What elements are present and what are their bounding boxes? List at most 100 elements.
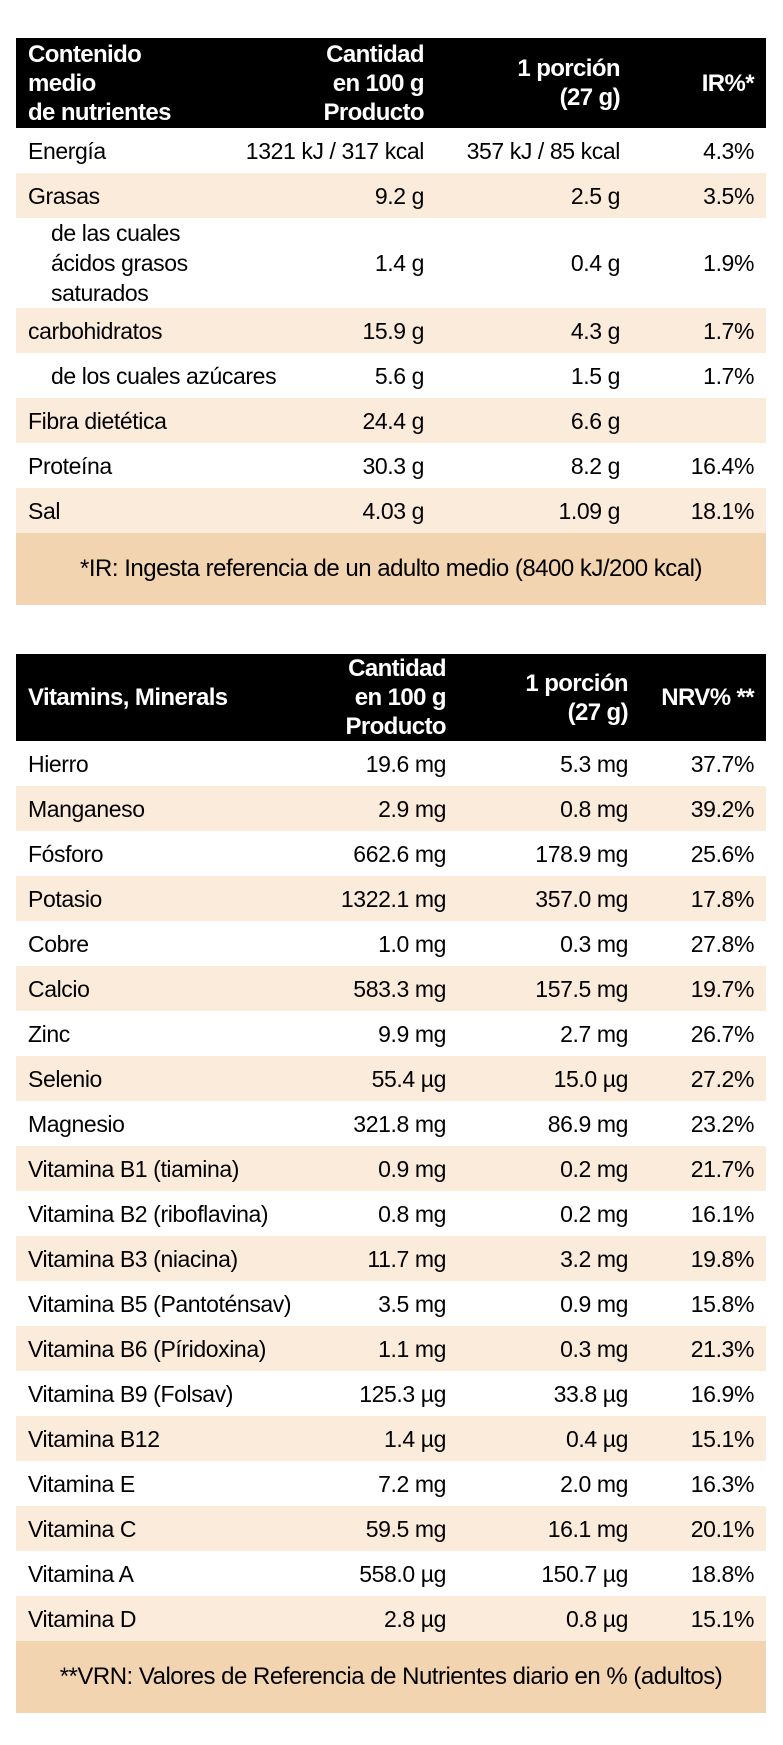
value-per-100g: 4.03 g bbox=[216, 488, 436, 533]
row-label: Energía bbox=[28, 137, 106, 164]
value-per-100g: 15.9 g bbox=[216, 308, 436, 353]
value-per-100g: 0.8 mg bbox=[378, 1200, 446, 1227]
value-portion: 0.8 mg bbox=[458, 786, 640, 831]
value-per-100g: 1321 kJ / 317 kcal bbox=[245, 137, 425, 164]
value-percent: 16.1% bbox=[690, 1200, 755, 1227]
table-row: Vitamina B12 1.4 µg 0.4 µg 15.1% bbox=[16, 1416, 766, 1461]
value-per-100g: 2.9 mg bbox=[248, 786, 458, 831]
footnote-row: *IR: Ingesta referencia de un adulto med… bbox=[16, 533, 766, 605]
value-percent: 20.1% bbox=[640, 1506, 766, 1551]
value-portion: 357.0 mg bbox=[458, 876, 640, 921]
value-per-100g: 1.4 µg bbox=[248, 1416, 458, 1461]
value-percent: 21.3% bbox=[640, 1326, 766, 1371]
vrn-footnote: **VRN: Valores de Referencia de Nutrient… bbox=[16, 1641, 766, 1713]
header-vitamins-minerals: Vitamins, Minerals bbox=[16, 654, 248, 741]
row-label: Proteína bbox=[28, 452, 112, 479]
value-percent: 16.3% bbox=[690, 1470, 755, 1497]
value-portion: 0.2 mg bbox=[560, 1200, 628, 1227]
value-percent: 1.9% bbox=[703, 250, 754, 276]
vitamins-header-row: Vitamins, Minerals Cantidad en 100 g Pro… bbox=[16, 654, 766, 741]
value-portion: 357 kJ / 85 kcal bbox=[466, 137, 621, 164]
row-label: Magnesio bbox=[28, 1110, 125, 1137]
value-portion: 3.2 mg bbox=[458, 1236, 640, 1281]
value-percent: 26.7% bbox=[690, 1020, 755, 1047]
header-per-100g: Cantidad en 100 g Producto bbox=[248, 654, 458, 741]
header-ir-percent: IR%* bbox=[632, 38, 766, 128]
value-per-100g: 59.5 mg bbox=[248, 1506, 458, 1551]
table-row: Vitamina D 2.8 µg 0.8 µg 15.1% bbox=[16, 1596, 766, 1641]
value-portion: 4.3 g bbox=[436, 308, 632, 353]
row-label: Fibra dietética bbox=[16, 398, 216, 443]
table-row: Proteína 30.3 g 8.2 g 16.4% bbox=[16, 443, 766, 488]
row-label: Selenio bbox=[16, 1056, 248, 1101]
value-percent: 18.1% bbox=[632, 488, 766, 533]
value-percent: 25.6% bbox=[690, 840, 755, 867]
table-row: de las cuales ácidos grasos saturados 1.… bbox=[16, 218, 766, 308]
row-label: Vitamina C bbox=[16, 1506, 248, 1551]
row-label: Vitamina B1 (tiamina) bbox=[16, 1146, 248, 1191]
table-row: Vitamina B5 (Pantoténsav) 3.5 mg 0.9 mg 15.… bbox=[16, 1281, 766, 1326]
value-portion: 0.4 µg bbox=[458, 1416, 640, 1461]
header-portion: 1 porción (27 g) bbox=[458, 654, 640, 741]
value-per-100g: 662.6 mg bbox=[353, 840, 446, 867]
value-portion: 1.5 g bbox=[570, 362, 621, 389]
row-label: Vitamina B6 (Píridoxina) bbox=[16, 1326, 266, 1371]
table-row: Sal 4.03 g 1.09 g 18.1% bbox=[16, 488, 766, 533]
row-label: de los cuales azúcares bbox=[51, 362, 277, 389]
table-row: Vitamina B9 (Folsav) 125.3 µg 33.8 µg 16.9% bbox=[16, 1371, 766, 1416]
value-percent: 1.7% bbox=[632, 308, 766, 353]
value-percent: 23.2% bbox=[690, 1110, 755, 1137]
value-percent: 15.8% bbox=[690, 1290, 755, 1317]
value-per-100g: 1.0 mg bbox=[378, 930, 446, 957]
value-per-100g: 1.1 mg bbox=[248, 1326, 458, 1371]
value-percent: 27.2% bbox=[640, 1056, 766, 1101]
value-percent: 37.7% bbox=[690, 750, 755, 777]
value-per-100g: 9.9 mg bbox=[378, 1020, 446, 1047]
value-per-100g: 9.2 g bbox=[216, 173, 436, 218]
value-portion: 178.9 mg bbox=[535, 840, 628, 867]
row-label: Grasas bbox=[16, 173, 216, 218]
value-per-100g: 321.8 mg bbox=[353, 1110, 446, 1137]
value-portion: 5.3 mg bbox=[560, 750, 628, 777]
value-per-100g: 30.3 g bbox=[362, 452, 424, 479]
table-row: Fósforo 662.6 mg 178.9 mg 25.6% bbox=[16, 831, 766, 876]
value-portion: 6.6 g bbox=[436, 398, 632, 443]
table-row: Cobre 1.0 mg 0.3 mg 27.8% bbox=[16, 921, 766, 966]
value-portion: 157.5 mg bbox=[458, 966, 640, 1011]
value-portion: 15.0 µg bbox=[458, 1056, 640, 1101]
value-percent: 19.8% bbox=[640, 1236, 766, 1281]
value-portion: 0.3 mg bbox=[560, 930, 628, 957]
row-label: Calcio bbox=[16, 966, 248, 1011]
row-label: Vitamina D bbox=[16, 1596, 248, 1641]
row-label: Vitamina A bbox=[28, 1560, 134, 1587]
value-portion: 16.1 mg bbox=[458, 1506, 640, 1551]
value-portion: 0.9 mg bbox=[560, 1290, 628, 1317]
value-percent: 15.1% bbox=[640, 1596, 766, 1641]
row-label: Vitamina B12 bbox=[16, 1416, 248, 1461]
value-percent bbox=[632, 398, 766, 443]
value-per-100g: 1322.1 mg bbox=[248, 876, 458, 921]
value-per-100g: 11.7 mg bbox=[248, 1236, 458, 1281]
table-row: Fibra dietética 24.4 g 6.6 g bbox=[16, 398, 766, 443]
header-per-100g: Cantidad en 100 g Producto bbox=[216, 38, 436, 128]
table-row: Vitamina B6 (Píridoxina) 1.1 mg 0.3 mg 21.3… bbox=[16, 1326, 766, 1371]
table-row: Vitamina E 7.2 mg 2.0 mg 16.3% bbox=[16, 1461, 766, 1506]
table-row: Vitamina B3 (niacina) 11.7 mg 3.2 mg 19.8% bbox=[16, 1236, 766, 1281]
table-row: de los cuales azúcares 5.6 g 1.5 g 1.7% bbox=[16, 353, 766, 398]
row-label: Vitamina B3 (niacina) bbox=[16, 1236, 248, 1281]
value-percent: 39.2% bbox=[640, 786, 766, 831]
row-label: Vitamina B5 (Pantoténsav) bbox=[28, 1290, 292, 1317]
value-portion: 0.2 mg bbox=[458, 1146, 640, 1191]
row-label: Manganeso bbox=[16, 786, 248, 831]
footnote-row: **VRN: Valores de Referencia de Nutrient… bbox=[16, 1641, 766, 1713]
row-label: Cobre bbox=[28, 930, 89, 957]
header-nrv-percent: NRV% ** bbox=[640, 654, 766, 741]
value-portion: 86.9 mg bbox=[547, 1110, 629, 1137]
value-percent: 16.4% bbox=[690, 452, 755, 479]
value-per-100g: 558.0 µg bbox=[359, 1560, 446, 1587]
table-row: Zinc 9.9 mg 2.7 mg 26.7% bbox=[16, 1011, 766, 1056]
table-row: Vitamina A 558.0 µg 150.7 µg 18.8% bbox=[16, 1551, 766, 1596]
table-row: Calcio 583.3 mg 157.5 mg 19.7% bbox=[16, 966, 766, 1011]
value-per-100g: 0.9 mg bbox=[248, 1146, 458, 1191]
value-portion: 0.8 µg bbox=[458, 1596, 640, 1641]
